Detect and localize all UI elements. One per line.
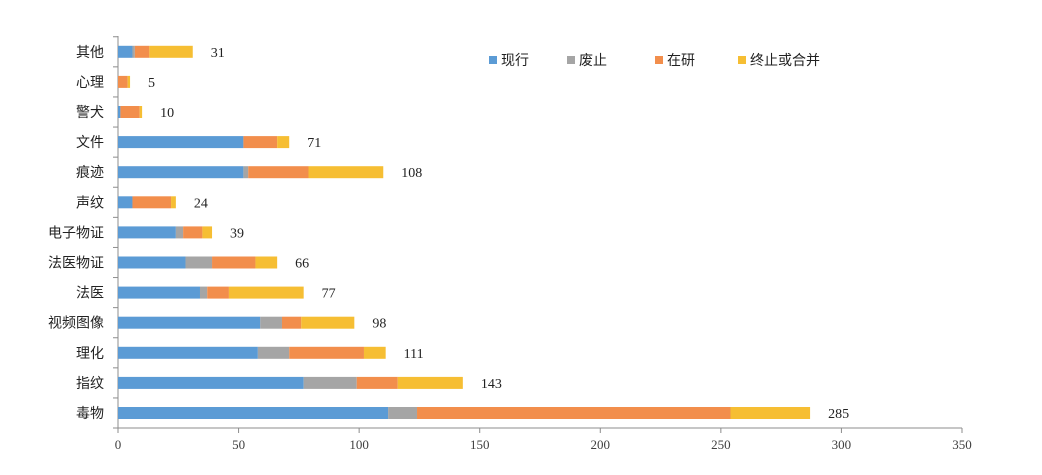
bar-total-label: 108 xyxy=(401,166,422,181)
bar-segment xyxy=(118,166,244,179)
legend-label: 终止或合并 xyxy=(750,53,820,69)
bar-segment xyxy=(118,316,261,329)
bar-segment xyxy=(118,196,133,209)
y-category-label: 指纹 xyxy=(76,376,104,392)
bar-segment xyxy=(303,376,357,389)
bar-total-label: 24 xyxy=(194,196,208,211)
y-category-label: 声纹 xyxy=(76,195,104,211)
legend-label: 现行 xyxy=(501,53,529,69)
legend-label: 废止 xyxy=(579,53,607,69)
x-tick-label: 50 xyxy=(232,437,245,452)
bar-segment xyxy=(228,286,304,299)
legend-label: 在研 xyxy=(667,53,695,69)
bar-total-label: 98 xyxy=(372,317,386,332)
bar-segment xyxy=(132,196,172,209)
bar-segment xyxy=(118,376,304,389)
bar-segment xyxy=(202,226,213,239)
y-category-label: 法医物证 xyxy=(48,256,104,272)
bar-total-label: 285 xyxy=(828,407,849,422)
x-tick-label: 0 xyxy=(115,437,122,452)
legend-swatch xyxy=(738,56,746,64)
bar-segment xyxy=(127,75,131,88)
bar-segment xyxy=(363,346,386,359)
bar-segment xyxy=(388,407,418,419)
bar-total-label: 5 xyxy=(148,76,155,91)
x-tick-label: 150 xyxy=(470,437,490,452)
bar-total-label: 31 xyxy=(211,46,225,61)
bar-total-label: 71 xyxy=(307,136,321,151)
bar-segment xyxy=(118,136,244,149)
bar-segment xyxy=(171,196,176,209)
bar-segment xyxy=(134,45,150,58)
bar-segment xyxy=(175,226,184,239)
y-category-label: 理化 xyxy=(76,346,104,362)
bar-segment xyxy=(207,286,229,299)
x-tick-label: 300 xyxy=(832,437,852,452)
bar-segment xyxy=(118,407,389,419)
legend-swatch xyxy=(489,56,497,64)
bar-segment xyxy=(356,376,398,389)
bar-total-label: 10 xyxy=(160,106,174,121)
bar-segment xyxy=(212,256,256,269)
bar-segment xyxy=(417,407,731,419)
y-category-label: 毒物 xyxy=(76,406,104,422)
bar-segment xyxy=(118,286,200,299)
bar-segment xyxy=(248,166,309,179)
bar-segment xyxy=(118,226,176,239)
bar-segment xyxy=(243,136,278,149)
bar-segment xyxy=(149,45,193,58)
bar-segment xyxy=(255,256,278,269)
x-tick-label: 350 xyxy=(952,437,972,452)
bar-segment xyxy=(118,75,128,88)
bar-segment xyxy=(308,166,384,179)
bar-segment xyxy=(199,286,208,299)
bar-segment xyxy=(243,166,249,179)
bar-total-label: 77 xyxy=(322,287,336,302)
bar-segment xyxy=(118,256,186,269)
bar-segment xyxy=(139,106,143,118)
x-tick-label: 250 xyxy=(711,437,731,452)
legend-swatch xyxy=(655,56,663,64)
bar-segment xyxy=(397,376,463,389)
y-category-label: 心理 xyxy=(76,75,104,91)
bar-total-label: 143 xyxy=(481,377,502,392)
bar-segment xyxy=(185,256,213,269)
bar-segment xyxy=(260,316,282,329)
y-category-label: 法医 xyxy=(76,286,104,302)
bar-segment xyxy=(118,45,133,58)
bar-total-label: 39 xyxy=(230,226,244,241)
bar-segment xyxy=(183,226,203,239)
y-category-label: 文件 xyxy=(76,135,104,151)
y-category-label: 其他 xyxy=(76,45,104,61)
bar-segment xyxy=(301,316,355,329)
x-tick-label: 200 xyxy=(591,437,611,452)
bar-segment xyxy=(132,45,135,58)
bar-segment xyxy=(281,316,302,329)
y-category-label: 警犬 xyxy=(76,105,104,121)
bar-segment xyxy=(257,346,290,359)
x-tick-label: 100 xyxy=(349,437,369,452)
y-category-label: 痕迹 xyxy=(76,165,104,181)
bar-segment xyxy=(289,346,364,359)
bar-total-label: 111 xyxy=(404,347,424,362)
bar-segment xyxy=(730,407,811,419)
bar-segment xyxy=(118,106,121,118)
bar-segment xyxy=(120,106,140,118)
y-category-label: 视频图像 xyxy=(48,316,104,332)
y-category-label: 电子物证 xyxy=(48,225,104,241)
bar-total-label: 66 xyxy=(295,257,309,272)
bar-segment xyxy=(118,346,258,359)
bar-segment xyxy=(277,136,290,149)
legend-swatch xyxy=(567,56,575,64)
